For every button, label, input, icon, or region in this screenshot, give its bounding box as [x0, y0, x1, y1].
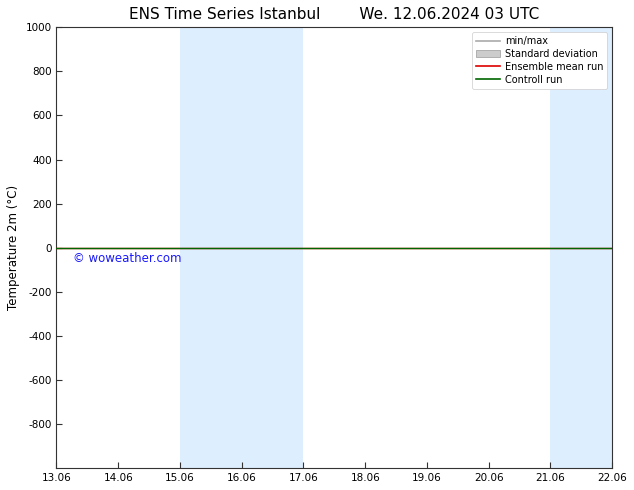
Bar	[180, 27, 304, 468]
Text: © woweather.com: © woweather.com	[73, 252, 182, 265]
Title: ENS Time Series Istanbul        We. 12.06.2024 03 UTC: ENS Time Series Istanbul We. 12.06.2024 …	[129, 7, 540, 22]
Bar	[550, 27, 634, 468]
Y-axis label: Temperature 2m (°C): Temperature 2m (°C)	[7, 185, 20, 310]
Legend: min/max, Standard deviation, Ensemble mean run, Controll run: min/max, Standard deviation, Ensemble me…	[472, 32, 607, 89]
